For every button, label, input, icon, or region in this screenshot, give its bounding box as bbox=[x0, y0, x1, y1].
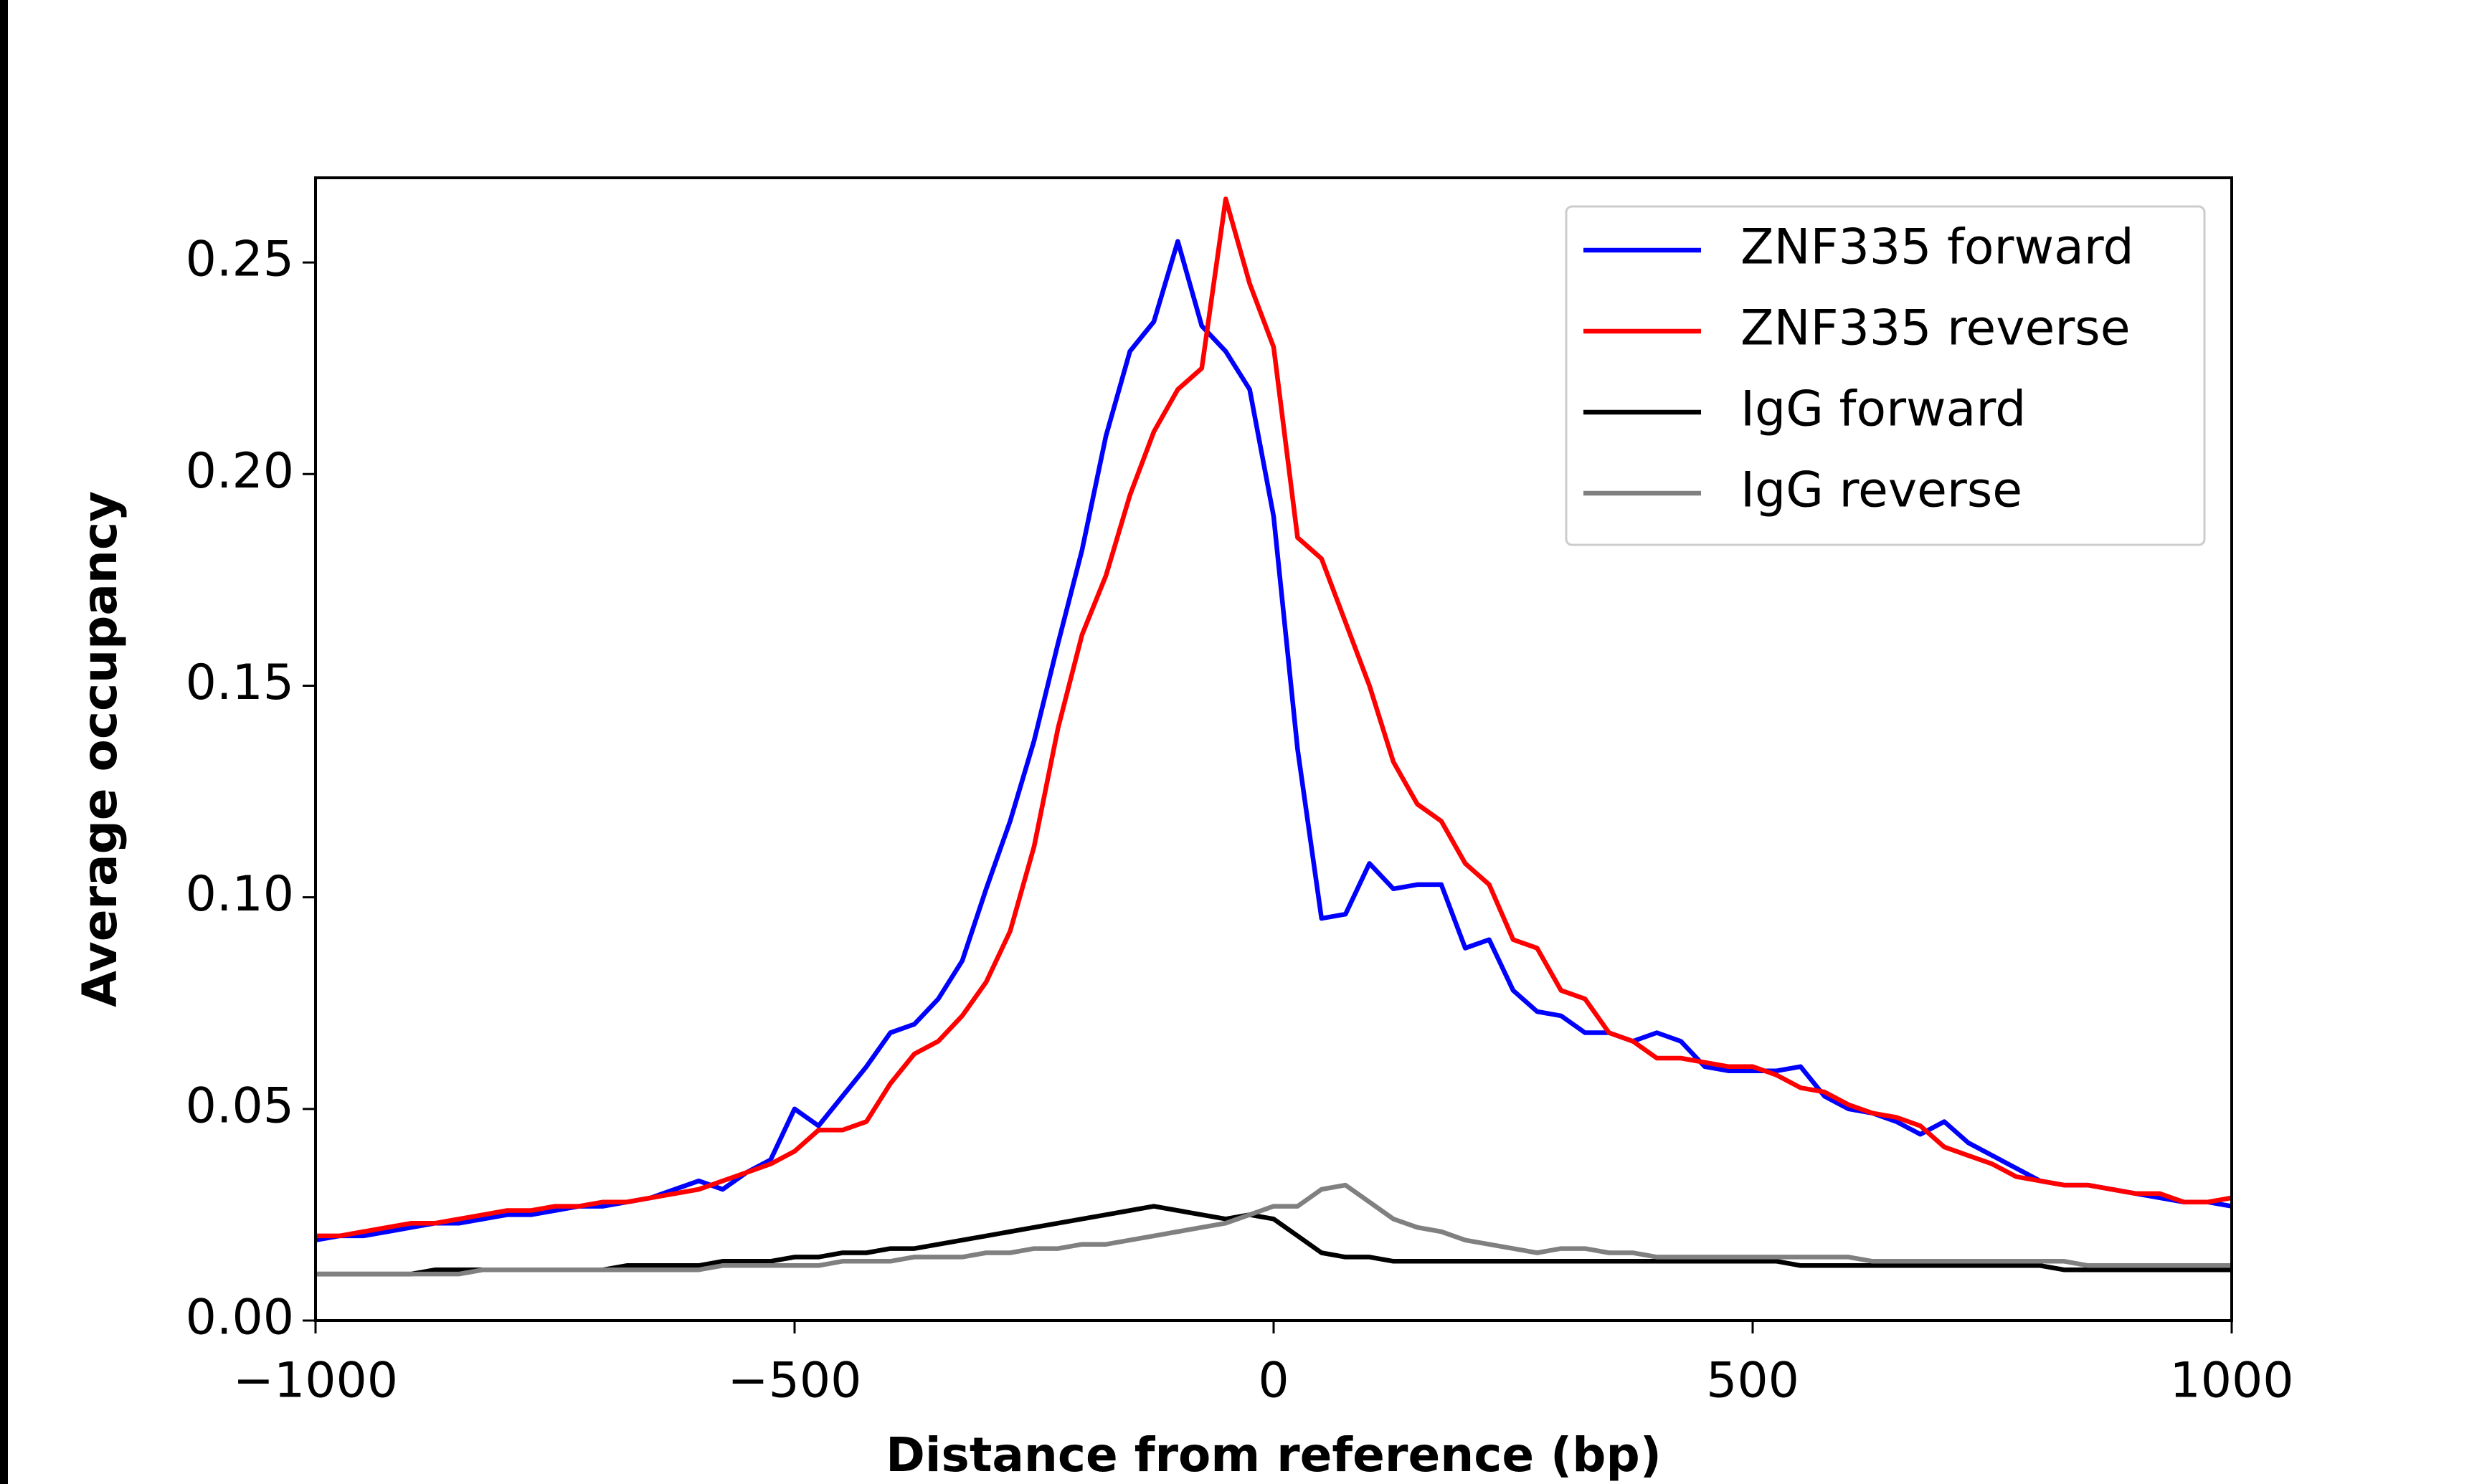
series-line bbox=[316, 1204, 2232, 1277]
y-tick-label: 0.00 bbox=[186, 1290, 294, 1346]
y-tick-label: 0.15 bbox=[186, 655, 294, 711]
x-tick-label: 1000 bbox=[2169, 1353, 2293, 1409]
legend-label: ZNF335 forward bbox=[1740, 219, 2134, 276]
legend-label: IgG reverse bbox=[1740, 462, 2022, 519]
y-tick-label: 0.10 bbox=[186, 866, 294, 923]
x-tick-label: 0 bbox=[1258, 1353, 1289, 1409]
y-tick-label: 0.25 bbox=[186, 232, 294, 288]
series-line bbox=[316, 196, 2232, 1239]
series-line bbox=[316, 1182, 2232, 1277]
y-tick-label: 0.20 bbox=[186, 443, 294, 500]
legend-label: IgG forward bbox=[1740, 381, 2026, 438]
legend-box bbox=[1565, 205, 2206, 546]
left-edge bbox=[0, 0, 8, 1484]
y-axis-label: Average occupancy bbox=[72, 491, 128, 1007]
x-tick-label: −500 bbox=[728, 1353, 862, 1409]
x-tick-label: −1000 bbox=[233, 1353, 398, 1409]
x-axis-label: Distance from reference (bp) bbox=[886, 1427, 1662, 1483]
legend-label: ZNF335 reverse bbox=[1740, 300, 2131, 357]
plot-frame bbox=[314, 176, 2233, 1322]
y-tick-label: 0.05 bbox=[186, 1078, 294, 1134]
x-tick-label: 500 bbox=[1706, 1353, 1799, 1409]
